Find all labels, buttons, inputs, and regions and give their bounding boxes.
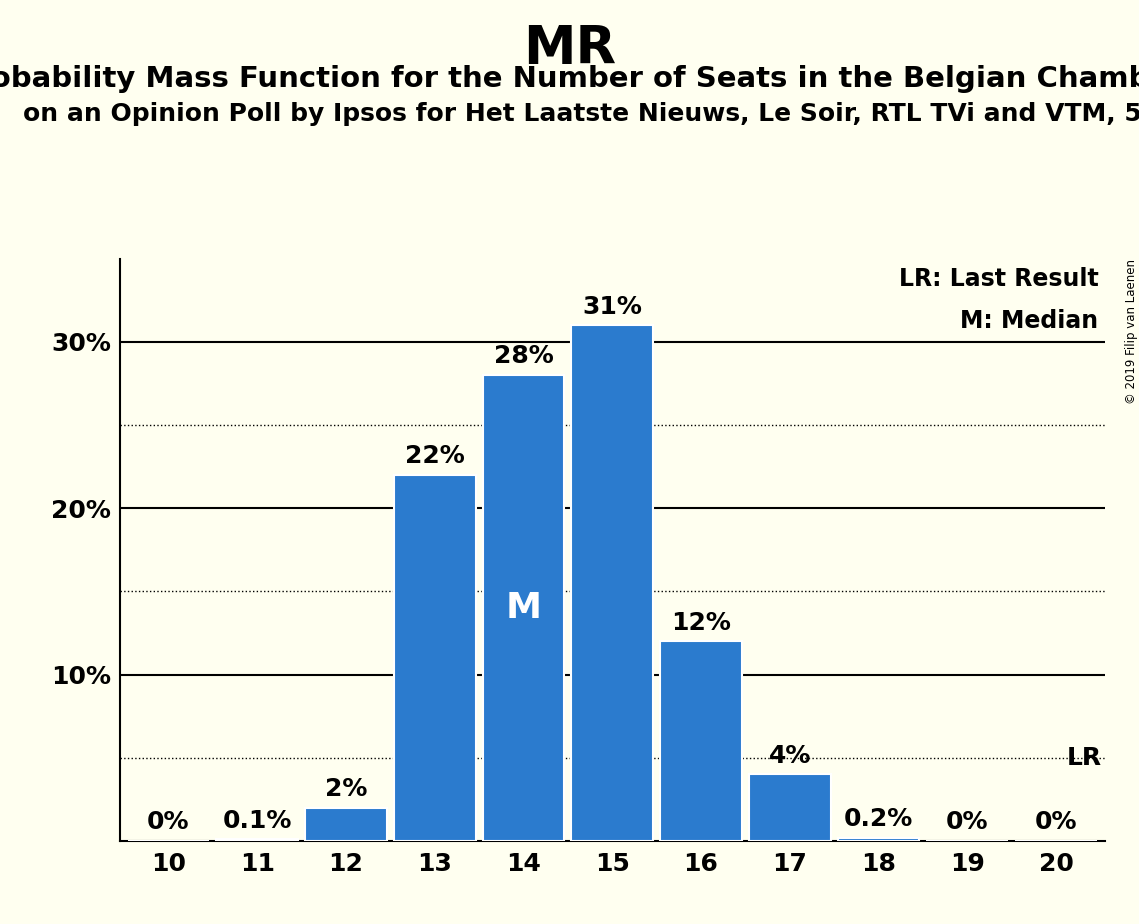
Text: 28%: 28% xyxy=(493,345,554,369)
Bar xyxy=(483,375,564,841)
Bar xyxy=(394,475,475,841)
Text: MR: MR xyxy=(523,23,616,75)
Bar xyxy=(837,837,919,841)
Text: LR: Last Result: LR: Last Result xyxy=(899,267,1099,291)
Text: 4%: 4% xyxy=(769,744,811,768)
Text: 22%: 22% xyxy=(404,444,465,468)
Text: 0.2%: 0.2% xyxy=(844,807,913,831)
Text: M: Median: M: Median xyxy=(960,309,1099,333)
Text: M: M xyxy=(506,591,541,625)
Text: LR: LR xyxy=(1067,746,1103,770)
Bar xyxy=(572,325,653,841)
Text: 0.1%: 0.1% xyxy=(222,808,292,833)
Text: on an Opinion Poll by Ipsos for Het Laatste Nieuws, Le Soir, RTL TVi and VTM, 5–: on an Opinion Poll by Ipsos for Het Laat… xyxy=(23,102,1139,126)
Text: 12%: 12% xyxy=(671,611,731,635)
Text: 31%: 31% xyxy=(582,295,642,319)
Text: Probability Mass Function for the Number of Seats in the Belgian Chamber: Probability Mass Function for the Number… xyxy=(0,65,1139,92)
Text: 0%: 0% xyxy=(1034,810,1077,834)
Text: 0%: 0% xyxy=(947,810,989,834)
Text: 0%: 0% xyxy=(147,810,190,834)
Text: 2%: 2% xyxy=(325,777,367,801)
Text: © 2019 Filip van Laenen: © 2019 Filip van Laenen xyxy=(1124,259,1138,404)
Bar xyxy=(216,839,298,841)
Bar xyxy=(749,774,830,841)
Bar xyxy=(305,808,387,841)
Bar xyxy=(661,641,741,841)
